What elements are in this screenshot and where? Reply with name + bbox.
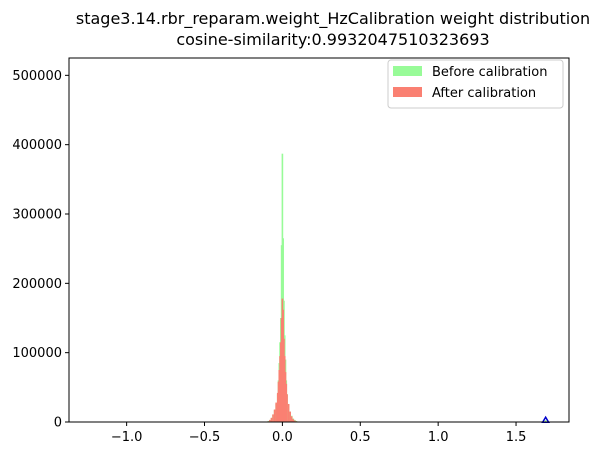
- x-tick-label: −1.0: [111, 430, 143, 445]
- legend-label: Before calibration: [432, 65, 547, 80]
- x-tick-label: 0.5: [350, 430, 371, 445]
- after-calibration-bar: [286, 394, 288, 422]
- after-calibration-bar: [292, 419, 295, 422]
- chart-subtitle: cosine-similarity:0.9932047510323693: [176, 30, 489, 49]
- y-tick-label: 0: [54, 416, 62, 431]
- before-calibration-bar: [544, 420, 547, 422]
- after-calibration-bar: [269, 419, 271, 422]
- legend: Before calibration After calibration: [387, 59, 564, 109]
- plot-area-frame: [68, 57, 570, 423]
- x-axis: −1.0 −0.5 0.0 0.5 1.0 1.5: [111, 422, 527, 445]
- y-tick-label: 200000: [12, 277, 62, 292]
- y-tick-label: 400000: [12, 138, 62, 153]
- y-tick-label: 300000: [12, 208, 62, 223]
- y-tick-label: 100000: [12, 346, 62, 361]
- x-tick-label: 1.5: [506, 430, 527, 445]
- after-calibration-bar: [270, 417, 273, 422]
- x-tick-label: −0.5: [189, 430, 221, 445]
- legend-swatch: [393, 87, 422, 97]
- x-tick-label: 0.0: [272, 430, 293, 445]
- x-tick-label: 1.0: [428, 430, 449, 445]
- y-tick-label: 500000: [12, 69, 62, 84]
- after-calibration-bar: [275, 402, 277, 422]
- after-calibration-bar: [290, 416, 293, 422]
- after-calibration-bar: [289, 411, 291, 422]
- legend-swatch: [393, 66, 422, 76]
- bars-layer: [267, 153, 547, 422]
- y-axis: 0 100000 200000 300000 400000 500000: [12, 69, 69, 431]
- after-calibration-bar: [272, 414, 274, 422]
- after-calibration-bar: [273, 409, 276, 422]
- after-calibration-bar: [287, 403, 290, 422]
- legend-label: After calibration: [432, 86, 536, 101]
- legend-box: [387, 59, 564, 109]
- after-calibration-bar: [294, 420, 296, 422]
- chart-title: stage3.14.rbr_reparam.weight_HzCalibrati…: [76, 9, 590, 29]
